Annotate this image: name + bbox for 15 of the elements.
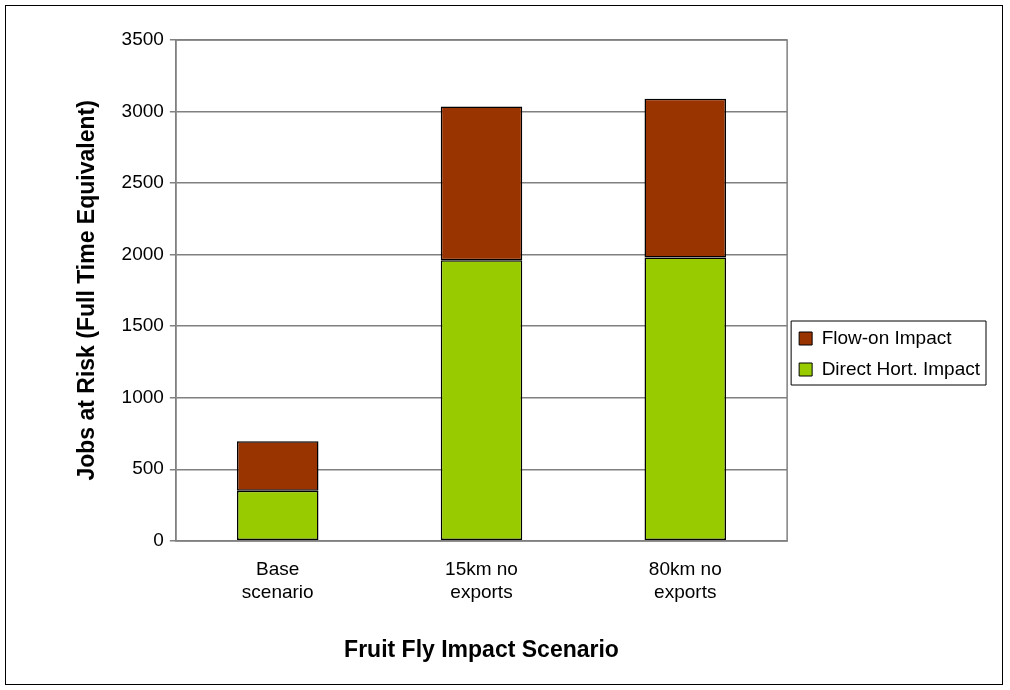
legend-label: Flow-on Impact — [821, 326, 953, 348]
y-tick-label: 3000 — [121, 99, 164, 121]
y-tick-label: 0 — [153, 529, 164, 551]
y-axis-title: Jobs at Risk (Full Time Equivalent) — [73, 100, 100, 481]
x-tick-label: 80km no exports — [648, 558, 722, 603]
legend-label: Direct Hort. Impact — [821, 357, 981, 379]
y-tick-label: 1000 — [121, 385, 164, 407]
y-tick-label: 1500 — [121, 314, 164, 336]
y-tick-label: 3500 — [121, 28, 164, 50]
y-tick-label: 500 — [132, 457, 164, 479]
y-tick-label: 2500 — [121, 171, 164, 193]
x-tick-label: 15km no exports — [445, 558, 518, 603]
y-tick-label: 2000 — [121, 242, 164, 264]
x-axis-title: Fruit Fly Impact Scenario — [344, 635, 619, 662]
x-tick-label: Base scenario — [241, 558, 314, 603]
